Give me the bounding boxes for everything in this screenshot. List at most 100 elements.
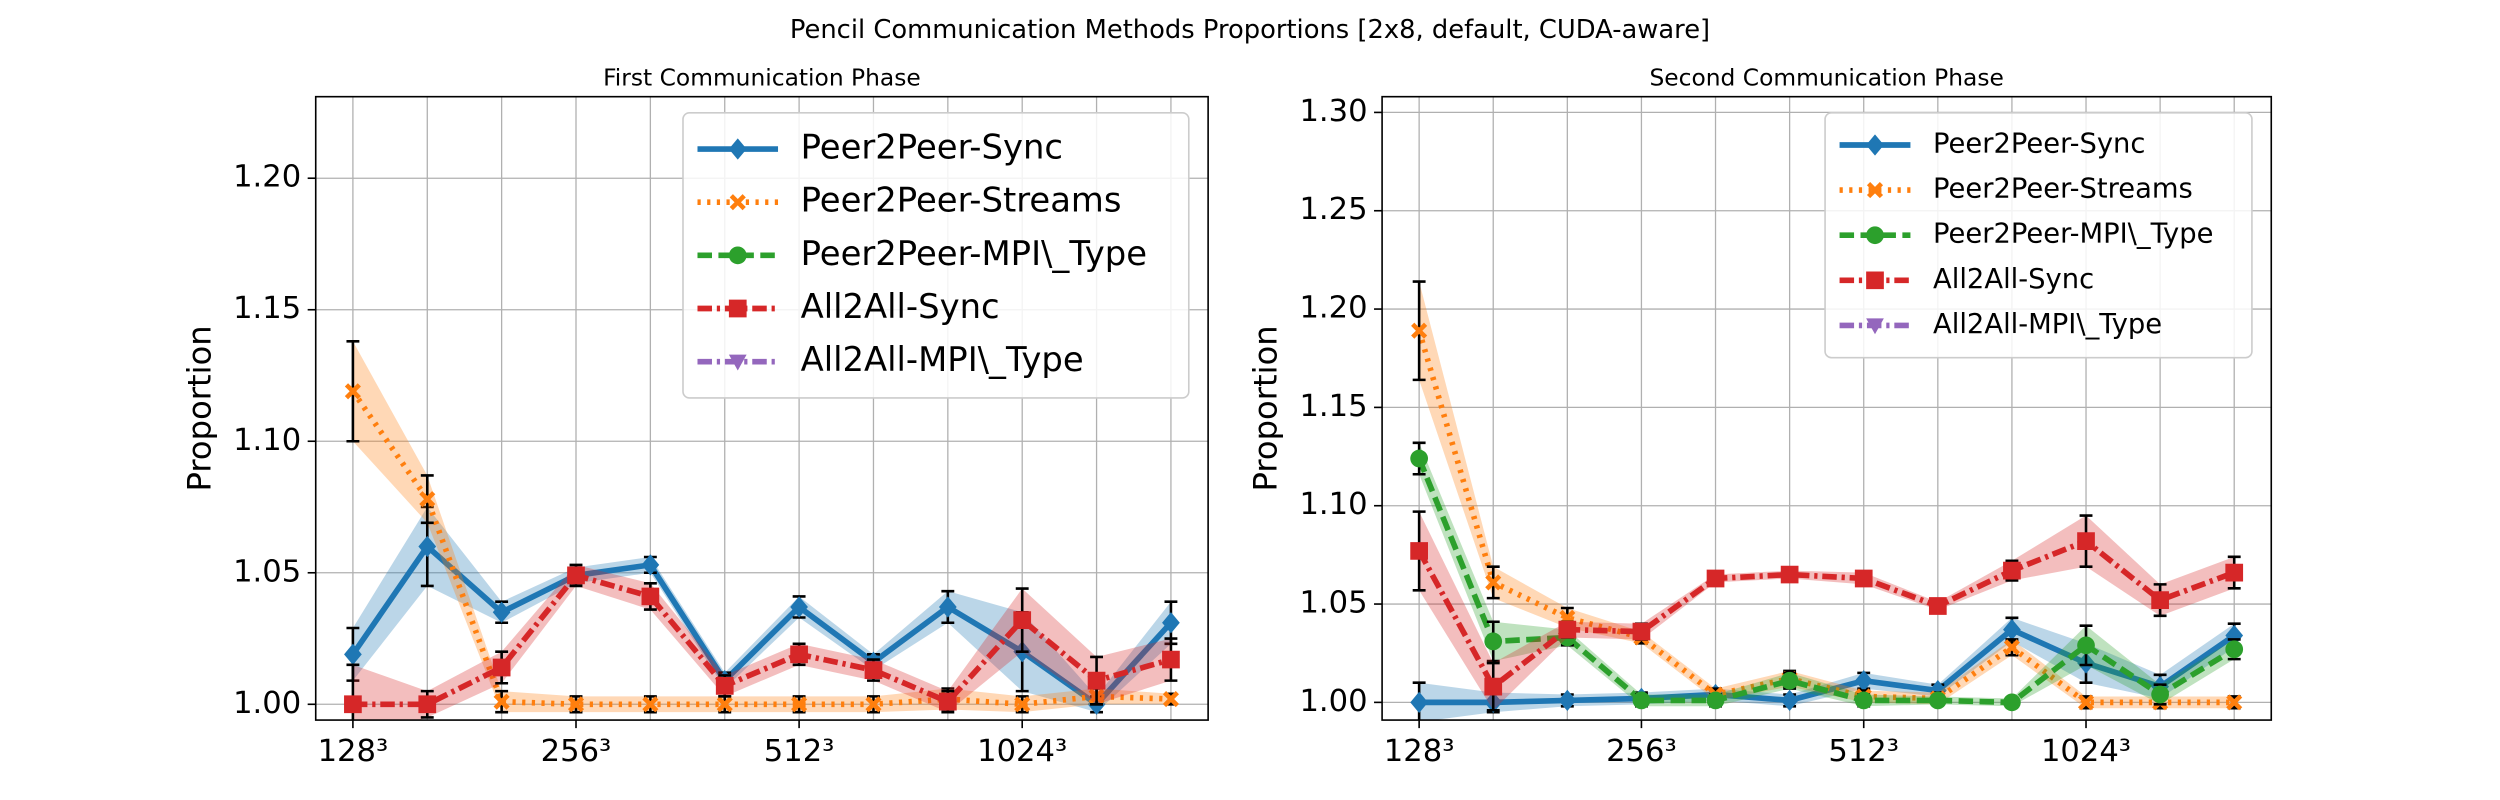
marker xyxy=(938,692,957,711)
legend-label: All2All-MPI\_Type xyxy=(1933,309,2162,340)
marker xyxy=(641,554,660,576)
y-tick-label: 1.10 xyxy=(1299,487,1367,522)
x-tick-label: 1024³ xyxy=(2041,734,2131,769)
legend-label: All2All-Sync xyxy=(801,287,1000,326)
x-tick-label: 256³ xyxy=(1606,734,1677,769)
marker xyxy=(715,677,734,695)
marker xyxy=(1411,322,1428,339)
marker xyxy=(419,491,436,508)
marker xyxy=(1485,574,1502,591)
marker xyxy=(1928,597,1947,615)
marker xyxy=(1484,677,1503,696)
marker xyxy=(418,695,437,714)
series-line xyxy=(352,572,1172,708)
marker xyxy=(2151,685,2169,704)
marker xyxy=(1013,611,1032,629)
figure-title: Pencil Communication Methods Proportions… xyxy=(790,15,1710,45)
x-tick-label: 512³ xyxy=(1828,734,1899,769)
marker xyxy=(1410,542,1428,560)
series-line xyxy=(1416,329,2235,706)
y-axis-label: Proportion xyxy=(1247,325,1285,491)
marker xyxy=(716,696,733,713)
marker xyxy=(2225,640,2244,659)
marker xyxy=(1854,670,1873,692)
marker xyxy=(865,696,882,713)
marker xyxy=(2225,563,2244,582)
marker xyxy=(1780,565,1799,584)
series-layer xyxy=(1410,280,2244,721)
y-tick-label: 1.05 xyxy=(233,554,301,589)
marker xyxy=(938,596,957,618)
series-line xyxy=(350,542,1174,709)
marker xyxy=(1866,271,1884,290)
marker xyxy=(344,383,361,400)
series-line xyxy=(1416,537,2236,691)
x-tick-label: 128³ xyxy=(318,734,389,769)
marker xyxy=(1014,696,1031,713)
marker xyxy=(2077,636,2095,655)
series-layer xyxy=(344,340,1180,721)
marker xyxy=(1866,318,1884,335)
y-tick-label: 1.10 xyxy=(233,423,301,458)
series-line xyxy=(350,389,1172,708)
marker xyxy=(790,645,808,664)
subplot-title: First Communication Phase xyxy=(603,63,921,91)
x-tick-label: 512³ xyxy=(764,734,835,769)
marker xyxy=(418,535,437,558)
marker xyxy=(1866,134,1884,156)
marker xyxy=(1866,226,1884,245)
marker xyxy=(492,658,511,677)
marker xyxy=(1780,671,1799,690)
marker xyxy=(344,643,362,665)
legend-label: Peer2Peer-MPI\_Type xyxy=(801,234,1147,273)
marker xyxy=(791,696,808,713)
error-band xyxy=(1419,442,2235,707)
marker xyxy=(2151,591,2169,609)
subplot-title: Second Communication Phase xyxy=(1649,63,2003,91)
y-tick-label: 1.00 xyxy=(233,686,301,721)
legend-label: Peer2Peer-MPI\_Type xyxy=(1933,219,2213,250)
marker xyxy=(567,566,585,585)
y-axis-label: Proportion xyxy=(180,325,218,491)
plot-frame xyxy=(1381,95,2273,721)
marker xyxy=(2077,694,2095,711)
marker xyxy=(1410,449,1428,468)
marker xyxy=(2077,532,2095,550)
marker xyxy=(492,601,511,623)
marker xyxy=(728,138,747,160)
marker xyxy=(1928,679,1947,702)
marker xyxy=(2003,639,2020,656)
x-tick-label: 128³ xyxy=(1384,734,1455,769)
marker xyxy=(2003,561,2021,580)
marker xyxy=(1162,650,1180,669)
marker xyxy=(1410,691,1428,714)
legend-box xyxy=(682,111,1190,399)
legend-label: Peer2Peer-Sync xyxy=(801,128,1063,167)
marker xyxy=(728,299,747,318)
y-tick-label: 1.15 xyxy=(1299,389,1367,424)
marker xyxy=(2003,693,2021,712)
marker xyxy=(1780,689,1799,712)
marker xyxy=(1854,569,1873,588)
marker xyxy=(1632,622,1651,641)
marker xyxy=(1558,689,1577,712)
marker xyxy=(493,693,510,710)
plot-frame xyxy=(314,95,1209,721)
marker xyxy=(1706,569,1725,588)
marker xyxy=(1866,182,1884,199)
y-tick-label: 1.25 xyxy=(1299,192,1367,227)
y-tick-label: 1.15 xyxy=(233,291,301,326)
marker xyxy=(2226,694,2243,711)
legend-label: All2All-Sync xyxy=(1933,264,2094,295)
marker xyxy=(641,587,660,606)
marker xyxy=(344,695,362,714)
marker xyxy=(2003,618,2021,641)
x-tick-label: 1024³ xyxy=(977,734,1067,769)
marker xyxy=(1632,691,1651,710)
marker xyxy=(1706,691,1725,710)
y-tick-label: 1.00 xyxy=(1299,684,1367,719)
y-tick-label: 1.30 xyxy=(1299,94,1367,129)
marker xyxy=(1854,691,1873,710)
y-tick-label: 1.20 xyxy=(233,160,301,195)
